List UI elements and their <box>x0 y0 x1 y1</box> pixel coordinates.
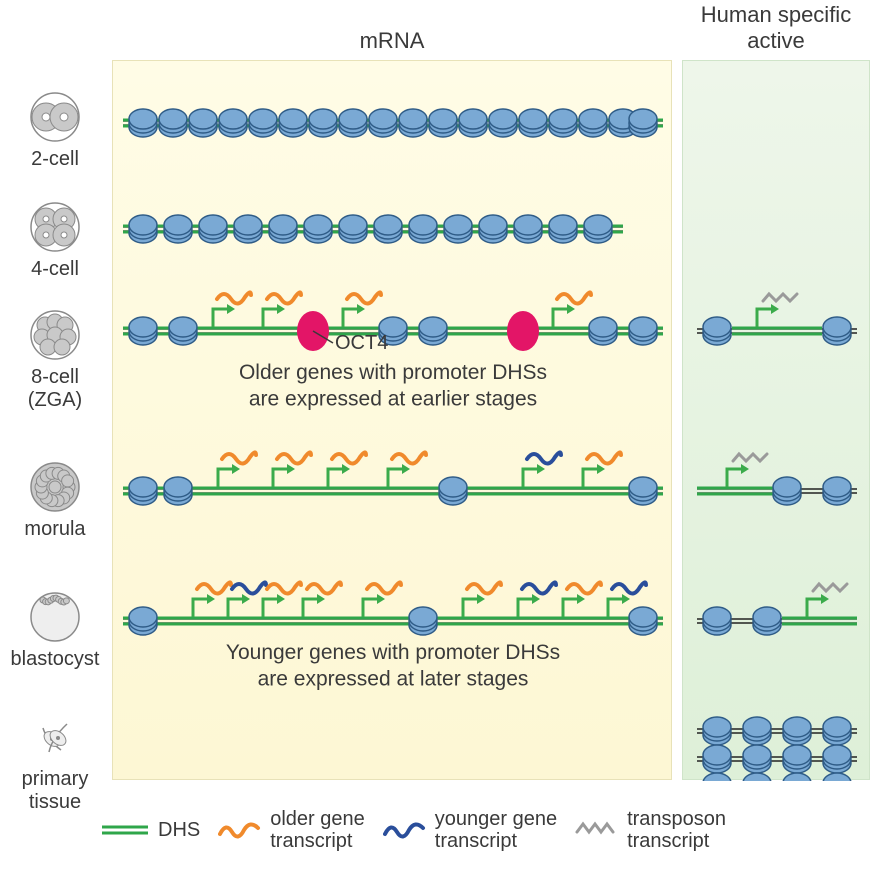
stage-label-4cell: 4-cell <box>0 258 110 281</box>
stage-label-2cell: 2-cell <box>0 148 110 171</box>
legend-older: older gene transcript <box>218 808 365 852</box>
svg-text:OCT4: OCT4 <box>335 332 388 354</box>
legend-transposon-label: transposon transcript <box>627 808 726 852</box>
transposon-wave-icon <box>575 820 619 840</box>
younger-wave-icon <box>383 820 427 840</box>
stage-morula: morula <box>0 460 110 541</box>
mrna-diagram: OCT4 Older genes with promoter DHSs are ex… <box>113 61 673 781</box>
mrna-panel: OCT4 Older genes with promoter DHSs are ex… <box>112 60 672 780</box>
stage-primary: primary tissue <box>0 710 110 814</box>
svg-text:Older genes with promoter DHSs: Older genes with promoter DHSs <box>239 361 547 384</box>
stage-label-8cell: 8-cell (ZGA) <box>0 366 110 412</box>
transposon-diagram <box>683 61 871 781</box>
legend-transposon: transposon transcript <box>575 808 726 852</box>
stage-2cell: 2-cell <box>0 90 110 171</box>
legend-dhs: DHS <box>100 819 200 841</box>
stage-label-blastocyst: blastocyst <box>0 648 110 671</box>
stage-8cell: 8-cell (ZGA) <box>0 308 110 412</box>
legend-older-label: older gene transcript <box>270 808 365 852</box>
older-wave-icon <box>218 820 262 840</box>
transposon-panel <box>682 60 870 780</box>
stage-label-primary: primary tissue <box>0 768 110 814</box>
stage-blastocyst: blastocyst <box>0 590 110 671</box>
svg-text:Younger genes with promoter DH: Younger genes with promoter DHSs <box>226 641 560 664</box>
mrna-header: mRNA <box>112 28 672 54</box>
svg-text:are expressed at earlier stage: are expressed at earlier stages <box>249 387 537 410</box>
legend-younger: younger gene transcript <box>383 808 557 852</box>
legend: DHS older gene transcript younger gene t… <box>100 800 870 860</box>
stage-label-morula: morula <box>0 518 110 541</box>
legend-dhs-label: DHS <box>158 819 200 841</box>
stage-4cell: 4-cell <box>0 200 110 281</box>
svg-text:are expressed at later stages: are expressed at later stages <box>258 667 529 690</box>
legend-younger-label: younger gene transcript <box>435 808 557 852</box>
dhs-icon <box>100 822 150 838</box>
